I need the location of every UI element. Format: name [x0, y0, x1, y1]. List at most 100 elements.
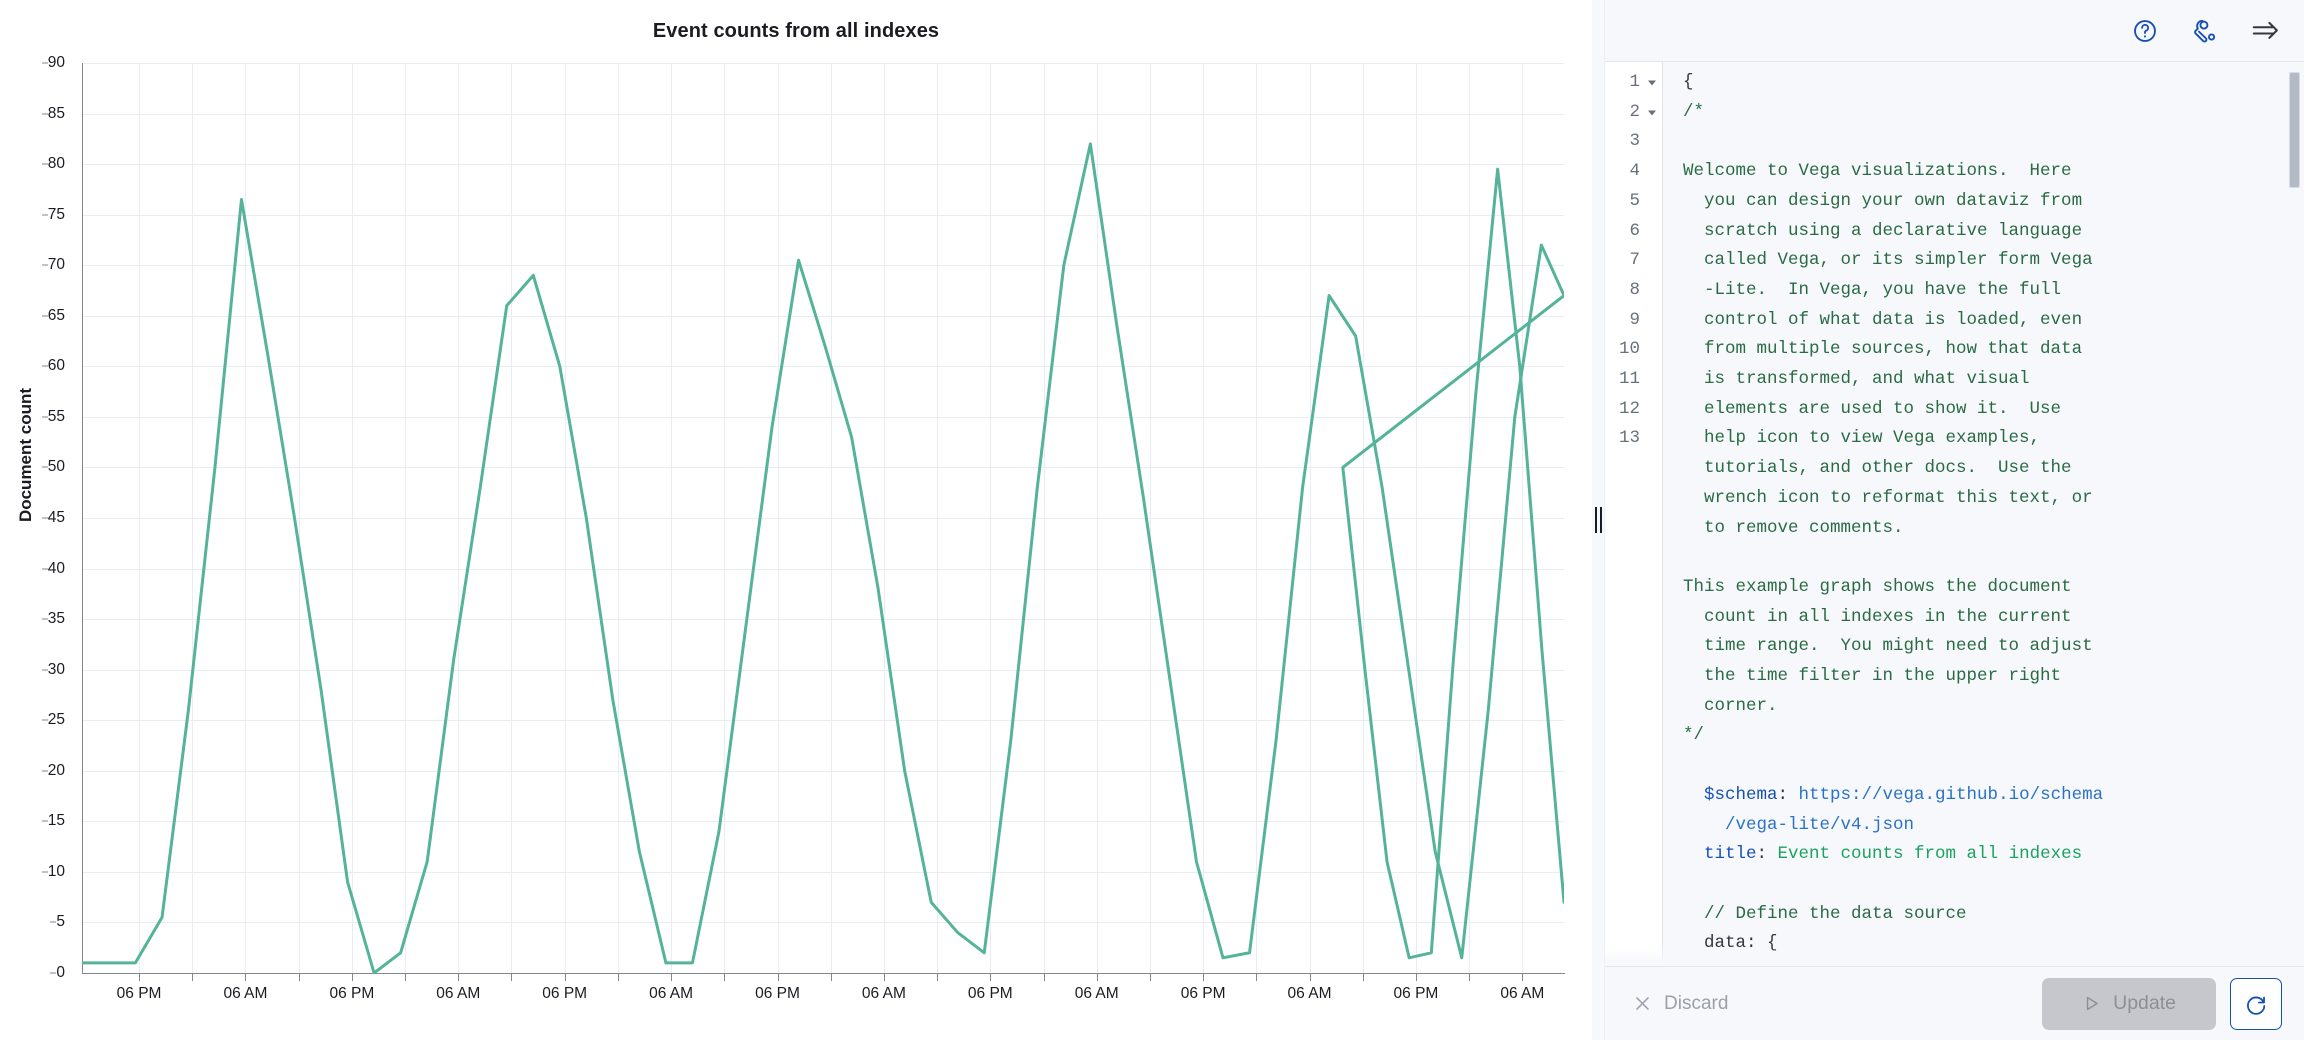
code-token: */ [1683, 725, 1705, 746]
gridline [671, 63, 673, 973]
y-tick-mark [50, 972, 57, 974]
x-tick-mark [1043, 974, 1045, 981]
y-tick-label: 80 [41, 155, 74, 173]
code-token: to remove comments. [1683, 517, 1904, 538]
y-tick-mark [41, 62, 48, 64]
code-line: help icon to view Vega examples, [1683, 424, 2304, 454]
gridline [82, 416, 1564, 418]
gridline [1149, 63, 1151, 973]
refresh-button[interactable] [2230, 977, 2282, 1030]
y-tick-label: 70 [41, 256, 74, 274]
line-number: 2 [1605, 98, 1662, 128]
y-tick-mark [41, 416, 48, 418]
code-line: */ [1683, 721, 2304, 751]
x-tick-mark [937, 974, 939, 981]
line-number: 6 [1629, 220, 1640, 241]
y-tick-label: 60 [41, 357, 74, 375]
code-token: scratch using a declarative language [1683, 220, 2083, 241]
line-number: 10 [1618, 339, 1640, 360]
x-tick-label: 06 AM [1287, 985, 1332, 1002]
gridline [82, 113, 1564, 115]
pane-resize-handle[interactable] [1592, 0, 1604, 1040]
gridline [1203, 63, 1205, 973]
x-tick-mark [298, 974, 300, 981]
code-line: This example graph shows the document [1683, 573, 2304, 603]
code-line: the time filter in the upper right [1683, 662, 2304, 692]
code-line [1683, 543, 2304, 573]
y-tick-mark [41, 770, 48, 772]
update-button[interactable]: Update [2042, 977, 2216, 1030]
y-tick-mark [41, 264, 48, 266]
code-line [1683, 870, 2304, 900]
x-tick-mark [883, 974, 885, 981]
code-token: you can design your own dataviz from [1683, 190, 2083, 211]
y-tick-mark [41, 113, 48, 115]
gridline [990, 63, 992, 973]
code-token: control of what data is loaded, even [1683, 309, 2083, 330]
gridline [139, 63, 141, 973]
y-tick-mark [41, 163, 48, 165]
play-triangle-icon [2086, 996, 2098, 1011]
code-token: https://vega.github.io/schema [1798, 784, 2104, 805]
code-token: This example graph shows the document [1683, 576, 2072, 597]
code-line: -Lite. In Vega, you have the full [1683, 276, 2304, 306]
x-tick-mark [1522, 974, 1524, 981]
fold-arrow-icon[interactable] [1648, 110, 1656, 116]
x-tick-mark [1096, 974, 1098, 981]
plot-area: 0 5 10 15 20 25 30 35 40 45 50 55 60 65 70 75 80 85 90 06 … [41, 54, 1565, 1002]
code-line: is transformed, and what visual [1683, 365, 2304, 395]
y-tick-mark [41, 365, 48, 367]
code-line [1683, 751, 2304, 781]
x-tick-mark [245, 974, 247, 981]
wrench-icon[interactable] [2188, 14, 2222, 48]
code-token: elements are used to show it. Use [1683, 398, 2062, 419]
y-tick-mark [41, 871, 48, 873]
y-tick-label: 45 [41, 509, 74, 527]
x-axis-line [82, 973, 1565, 974]
editor-toolbar [1605, 0, 2304, 62]
x-tick-mark [1415, 974, 1417, 981]
gridline [883, 63, 885, 973]
y-tick-mark [41, 669, 48, 671]
line-number: 12 [1618, 398, 1640, 419]
code-content[interactable]: {/* Welcome to Vega visualizations. Here… [1663, 62, 2304, 966]
line-number: 5 [1629, 190, 1640, 211]
gridline [82, 619, 1564, 621]
gridline [82, 164, 1564, 166]
code-line: $schema: https://vega.github.io/schema [1683, 781, 2304, 811]
code-line: title: Event counts from all indexes [1683, 840, 2304, 870]
editor-scrollbar[interactable] [2289, 72, 2300, 188]
fold-arrow-icon[interactable] [1648, 80, 1656, 86]
gridline [82, 922, 1564, 924]
line-number: 3 [1629, 131, 1640, 152]
line-number: 1 [1605, 68, 1662, 98]
x-tick-mark [1203, 974, 1205, 981]
code-token: tutorials, and other docs. Use the [1683, 458, 2072, 479]
code-editor[interactable]: 1 2 3 4 5 6 7 8 9 10 11 12 13 {/* Welcome to Vega vi… [1605, 62, 2304, 966]
code-line: from multiple sources, how that data [1683, 335, 2304, 365]
discard-button[interactable]: Discard [1633, 993, 1728, 1015]
code-token: is transformed, and what visual [1683, 369, 2030, 390]
x-tick-label: 06 PM [329, 985, 375, 1002]
gridline [82, 770, 1564, 772]
help-circle-icon[interactable] [2128, 14, 2162, 48]
discard-label: Discard [1664, 992, 1729, 1014]
y-tick-label: 65 [41, 307, 74, 325]
y-axis-label-text: Document count [16, 387, 36, 523]
gridline [1469, 63, 1471, 973]
gridline [1043, 63, 1045, 973]
gridline [1096, 63, 1098, 973]
y-tick-mark [41, 315, 48, 317]
gridline [192, 63, 194, 973]
code-token: time range. You might need to adjust [1683, 636, 2093, 657]
gridline [617, 63, 619, 973]
x-tick-mark [671, 974, 673, 981]
x-tick-mark [617, 974, 619, 981]
line-number: 7 [1629, 250, 1640, 271]
code-line: wrench icon to reformat this text, or [1683, 484, 2304, 514]
expand-arrow-icon[interactable] [2248, 14, 2282, 48]
x-tick-label: 06 PM [1393, 985, 1439, 1002]
code-token: : [1777, 784, 1799, 805]
x-tick-mark [1362, 974, 1364, 981]
y-tick-mark [41, 214, 48, 216]
